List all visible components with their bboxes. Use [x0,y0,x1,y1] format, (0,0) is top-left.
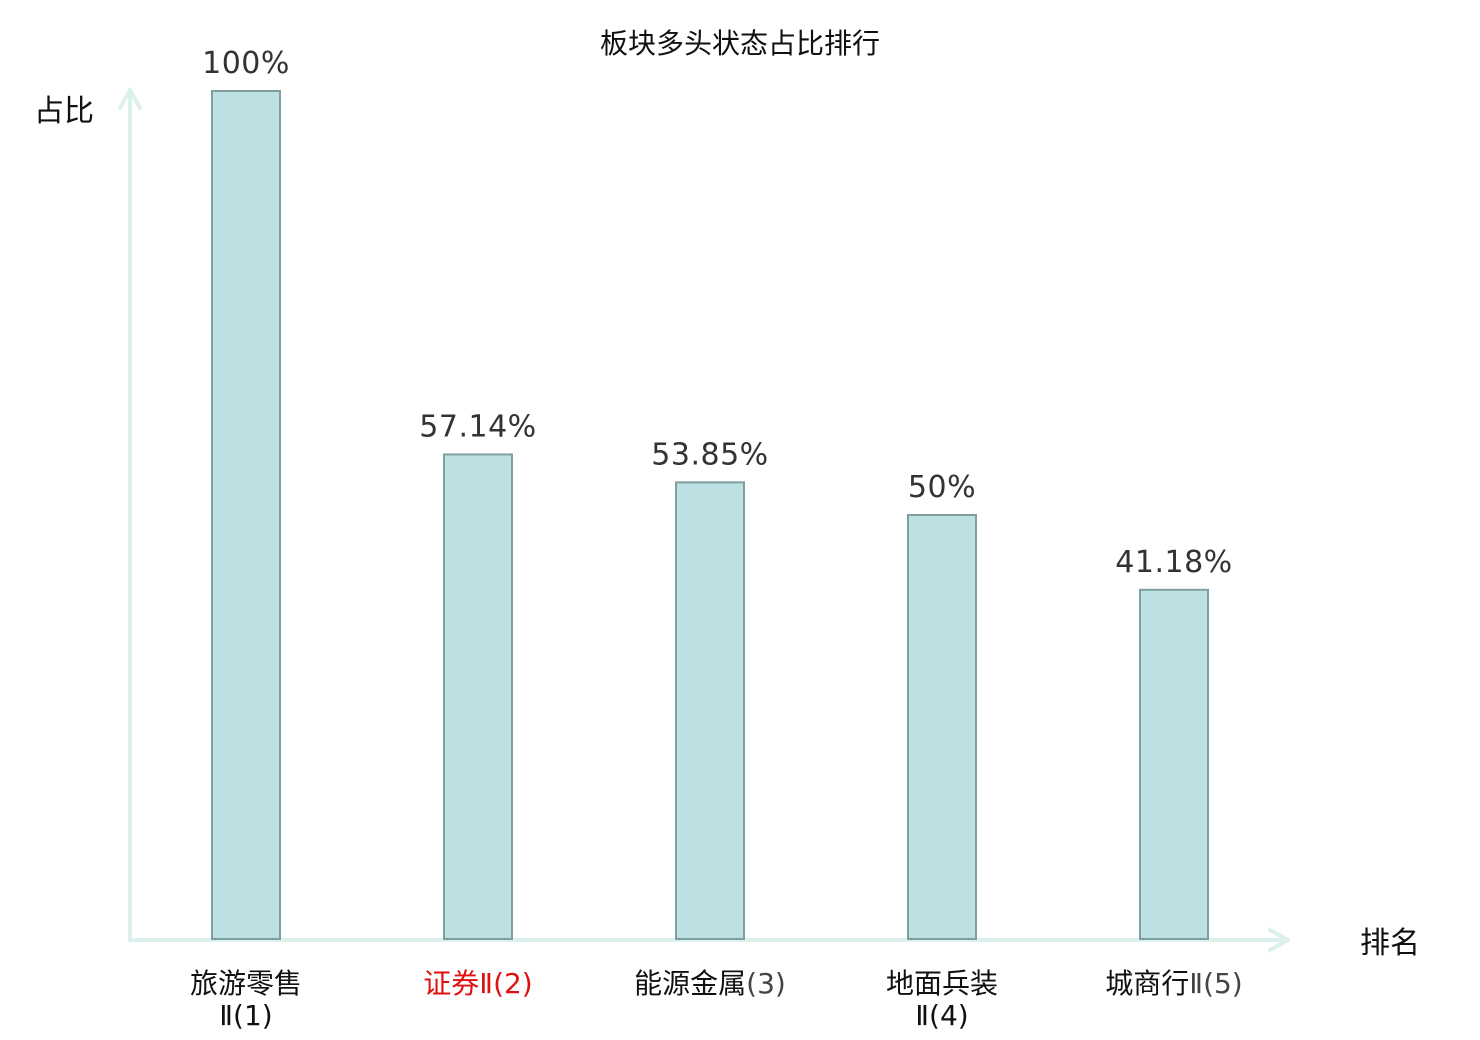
bars [211,90,1209,940]
category-label-1-line-1: 旅游零售 [190,967,302,1000]
category-label-1-line-2: Ⅱ(1) [219,999,272,1032]
bar-1 [211,90,281,940]
value-label-3: 53.85% [651,437,768,472]
x-axis-label: 排名 [1360,926,1420,961]
value-label-4: 50% [908,470,976,505]
bar-3 [675,481,745,940]
value-labels: 100% 57.14% 53.85% 50% 41.18% [202,46,1232,580]
bar-2 [443,453,513,940]
value-label-1: 100% [202,46,290,81]
chart-title: 板块多头状态占比排行 [600,27,880,60]
category-label-5: 城商行Ⅱ(5) [1105,967,1242,1000]
bar-4 [907,514,977,940]
category-label-4-line-2: Ⅱ(4) [915,999,968,1032]
x-axis-arrow [1268,928,1290,952]
category-label-3: 能源金属(3) [634,967,786,1000]
value-label-2: 57.14% [419,409,536,444]
bar-5 [1139,588,1209,940]
value-label-5: 41.18% [1115,545,1232,580]
y-axis-label: 占比 [34,94,94,129]
y-axis-arrow [118,88,142,110]
category-label-2: 证券Ⅱ(2) [423,967,532,1000]
category-label-4-line-1: 地面兵装 [886,967,998,1000]
